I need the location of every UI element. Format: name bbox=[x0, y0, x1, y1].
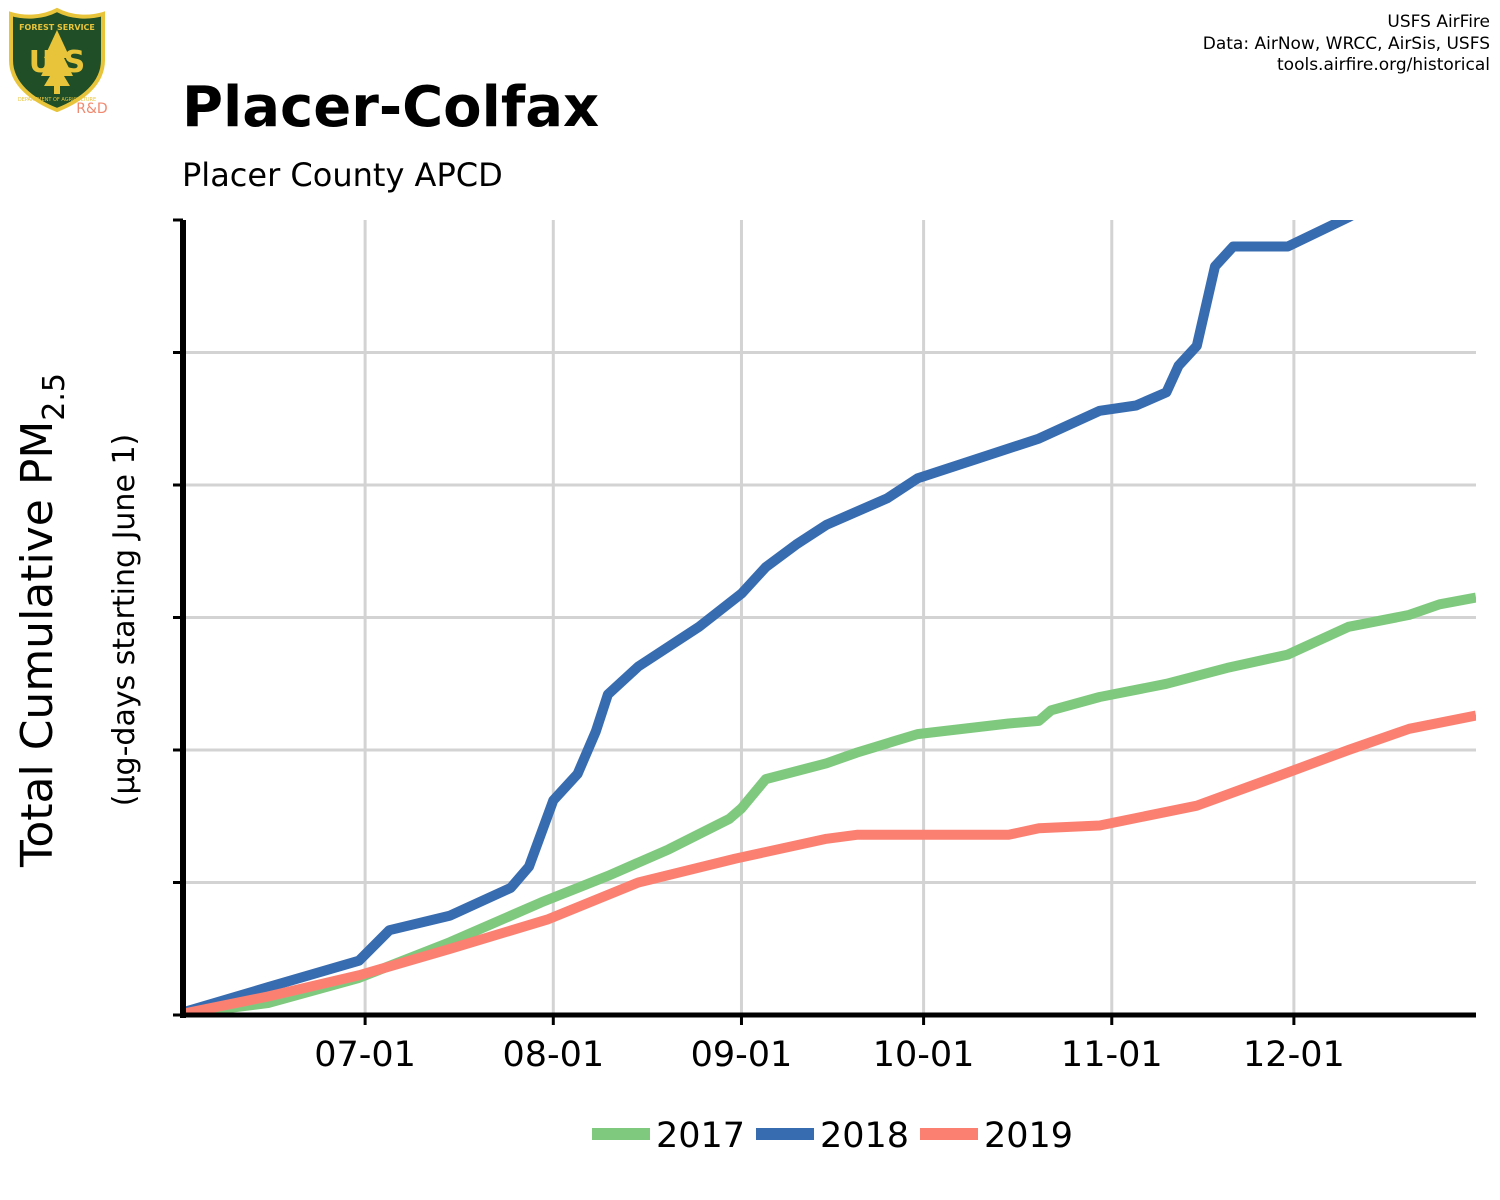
legend-label-2019: 2019 bbox=[984, 1116, 1073, 1156]
series-group bbox=[183, 220, 1476, 1015]
x-tick-label-09-01: 09-01 bbox=[691, 1035, 793, 1075]
credit-line-2: Data: AirNow, WRCC, AirSis, USFS bbox=[1203, 34, 1490, 54]
chart-title: Placer-Colfax bbox=[182, 75, 599, 140]
grid bbox=[183, 220, 1476, 1015]
x-tick-label-10-01: 10-01 bbox=[873, 1035, 975, 1075]
series-line-2019 bbox=[183, 710, 1476, 1015]
logo-trunk bbox=[54, 86, 60, 94]
logo-top-text: FOREST SERVICE bbox=[19, 23, 95, 32]
logo-tree-icon bbox=[41, 30, 73, 86]
series-line-2017 bbox=[183, 592, 1476, 1015]
chart-subtitle: Placer County APCD bbox=[182, 156, 503, 194]
credit-line-3: tools.airfire.org/historical bbox=[1277, 55, 1490, 75]
x-tick-labels: 07-01 08-01 09-01 10-01 11-01 12-01 bbox=[314, 1035, 1344, 1075]
logo-letters: U S bbox=[29, 45, 85, 80]
x-tick-label-08-01: 08-01 bbox=[502, 1035, 604, 1075]
x-tick-label-12-01: 12-01 bbox=[1243, 1035, 1345, 1075]
legend-label-2017: 2017 bbox=[656, 1116, 745, 1156]
y-axis-label-sub: 2.5 bbox=[37, 373, 72, 421]
legend-label-2018: 2018 bbox=[820, 1116, 909, 1156]
x-tick-label-11-01: 11-01 bbox=[1061, 1035, 1163, 1075]
y-axis-label: Total Cumulative PM2.5 bbox=[12, 373, 72, 868]
usfs-logo: FOREST SERVICE U S DEPARTMENT OF AGRICUL… bbox=[9, 7, 108, 117]
logo-bottom-text: DEPARTMENT OF AGRICULTURE bbox=[18, 97, 96, 103]
series-line-2018 bbox=[183, 220, 1354, 1015]
legend: 2017 2018 2019 bbox=[592, 1116, 1073, 1156]
credit-line-1: USFS AirFire bbox=[1387, 12, 1490, 32]
x-tick-label-07-01: 07-01 bbox=[314, 1035, 416, 1075]
y-axis-units: (µg-days starting June 1) bbox=[107, 434, 142, 806]
axes bbox=[173, 218, 1476, 1025]
y-axis-label-main: Total Cumulative PM bbox=[12, 421, 63, 868]
logo-badge: R&D bbox=[76, 101, 107, 117]
